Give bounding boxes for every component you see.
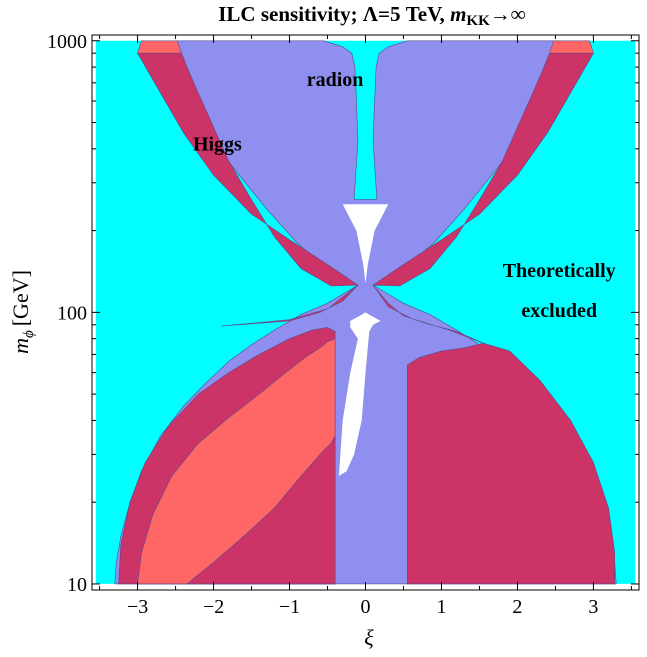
region-higgs-light-0 [137,40,183,54]
y-tick-label: 1000 [47,31,87,53]
region-higgs-1 [406,342,616,585]
region-not-probed-0 [342,204,389,284]
region-labels: radion Higgs Theoretically excluded [193,69,616,322]
region-higgs-2 [137,52,359,287]
y-label-m: m [8,338,33,354]
x-tick-label: 2 [512,596,522,618]
region-higgs-radion-overlap-band-0 [186,436,336,585]
region-higgs-5 [372,284,484,344]
y-tick-label: 100 [57,302,87,324]
title-suffix: →∞ [490,2,526,26]
region-not-probed-1 [338,312,381,476]
region-higgs-light-1 [548,40,594,54]
x-tick-label: 0 [361,596,371,618]
region-higgs-4 [372,52,594,287]
region-label-higgs: Higgs [193,133,242,155]
x-tick-label: 3 [588,596,598,618]
title-m: m [450,2,466,26]
y-label-subscript: ϕ [21,330,37,338]
region-label-theo2: excluded [521,300,597,322]
x-tick-label: −3 [127,596,148,618]
title-prefix: ILC sensitivity; Λ=5 TeV, [218,2,450,26]
title-subscript: KK [466,13,490,29]
axis-ticks: −3 −2 −1 0 1 2 3 10 100 1000 [47,31,639,618]
y-axis-label: mϕ [GeV] [8,270,37,354]
x-tick-label: −1 [279,596,300,618]
y-tick-label: 10 [67,574,87,596]
region-label-radion: radion [307,69,364,91]
x-tick-label: −2 [203,596,224,618]
region-higgs-3 [221,284,359,327]
region-label-theo1: Theoretically [503,260,616,282]
y-label-units: [GeV] [8,270,33,326]
x-tick-label: 1 [437,596,447,618]
x-axis-label: ξ [364,625,374,650]
plot-regions [95,40,636,585]
chart-title: ILC sensitivity; Λ=5 TeV, mKK→∞ [218,2,526,29]
